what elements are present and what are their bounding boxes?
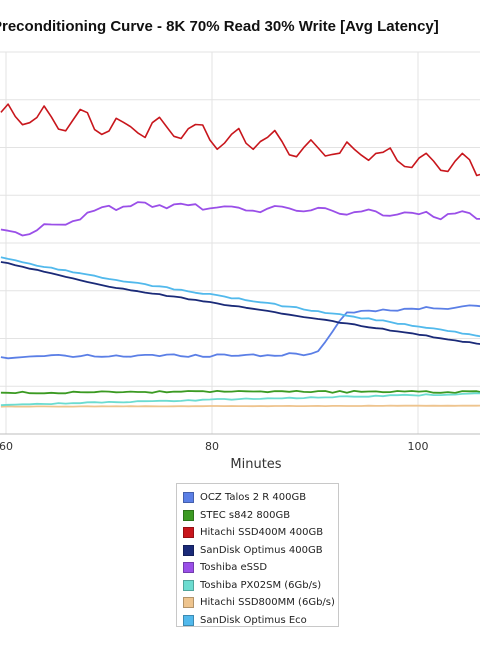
x-axis-title: Minutes (230, 457, 281, 472)
series-line-sandisk-optimus-400gb (0, 261, 480, 345)
legend-item[interactable]: SanDisk Optimus Eco (183, 612, 338, 630)
x-tick-label: 80 (205, 440, 219, 453)
legend-swatch (183, 614, 194, 626)
legend-item[interactable]: Hitachi SSD800MM (6Gb/s) (183, 594, 338, 612)
legend-item[interactable]: STEC s842 800GB (183, 507, 338, 525)
legend-swatch (183, 579, 194, 591)
legend-label: SanDisk Optimus 400GB (200, 544, 323, 556)
x-tick-label: 60 (0, 440, 13, 453)
chart-title: Preconditioning Curve - 8K 70% Read 30% … (0, 18, 439, 35)
series-line-hitachi-ssd400m-400gb (0, 103, 480, 177)
chart-plot: 6080100120140160180200220240260280 Minut… (0, 51, 480, 472)
legend-swatch (183, 597, 194, 609)
legend-swatch (183, 562, 194, 574)
legend-swatch (183, 544, 194, 556)
legend-label: Toshiba PX02SM (6Gb/s) (200, 579, 322, 591)
series-line-ocz-talos-2-r-400gb (0, 304, 480, 360)
legend-item[interactable]: Toshiba eSSD (183, 559, 338, 577)
x-tick-labels: 6080100120140160180200220240260280 (0, 440, 429, 453)
legend-item[interactable]: Hitachi SSD400M 400GB (183, 524, 338, 542)
legend-label: SanDisk Optimus Eco (200, 614, 307, 626)
legend-label: Toshiba eSSD (200, 562, 268, 574)
legend-label: STEC s842 800GB (200, 509, 291, 521)
series-lines (0, 103, 480, 408)
legend-label: OCZ Talos 2 R 400GB (200, 492, 307, 504)
legend-item[interactable]: SanDisk Optimus 400GB (183, 542, 338, 560)
series-line-toshiba-essd (0, 201, 480, 237)
legend-swatch (183, 527, 194, 539)
legend: OCZ Talos 2 R 400GB STEC s842 800GB Hitach… (176, 483, 339, 627)
series-line-toshiba-px02sm-6gb-s (0, 392, 480, 407)
series-line-sandisk-optimus-eco (0, 256, 480, 338)
series-line-stec-s842-800gb (0, 389, 480, 395)
legend-swatch (183, 509, 194, 521)
legend-label: Hitachi SSD800MM (6Gb/s) (200, 597, 335, 609)
series-line-hitachi-ssd800mm-6gb-s (0, 404, 480, 408)
legend-item[interactable]: Toshiba PX02SM (6Gb/s) (183, 577, 338, 595)
x-tick-label: 100 (408, 440, 429, 453)
legend-item[interactable]: OCZ Talos 2 R 400GB (183, 489, 338, 507)
legend-swatch (183, 492, 194, 504)
legend-label: Hitachi SSD400M 400GB (200, 527, 324, 539)
